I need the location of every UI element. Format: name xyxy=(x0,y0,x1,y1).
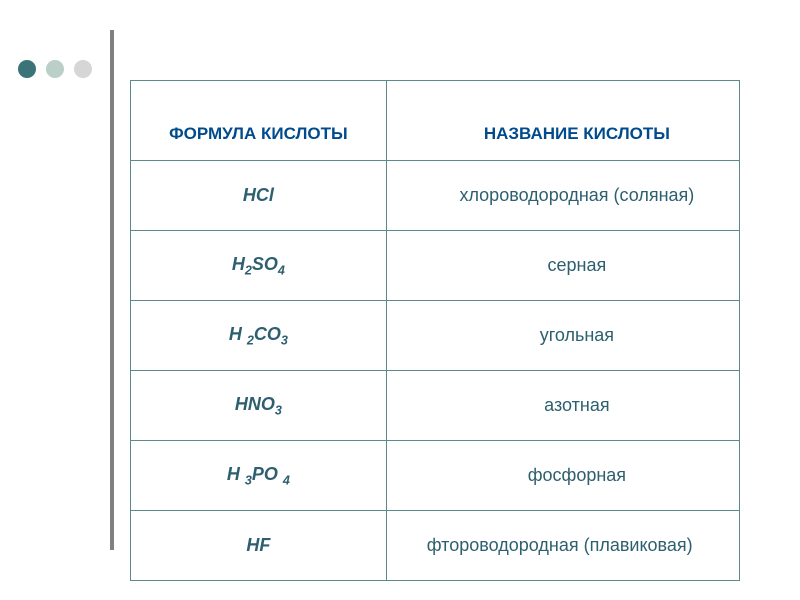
formula-value: H 2CO3 xyxy=(143,324,374,348)
name-cell: серная xyxy=(386,231,739,301)
formula-cell: HCl xyxy=(131,161,387,231)
dot-3 xyxy=(74,60,92,78)
formula-cell: HF xyxy=(131,511,387,581)
vertical-divider xyxy=(110,30,114,550)
name-value: фосфорная xyxy=(427,465,727,486)
table-row: H 3PO 4 фосфорная xyxy=(131,441,740,511)
table-row: HCl хлороводородная (соляная) xyxy=(131,161,740,231)
formula-value: H2SO4 xyxy=(143,254,374,278)
name-value: азотная xyxy=(427,395,727,416)
formula-cell: H2SO4 xyxy=(131,231,387,301)
dot-1 xyxy=(18,60,36,78)
header-name-label: НАЗВАНИЕ КИСЛОТЫ xyxy=(427,124,727,144)
name-value: фтороводородная (плавиковая) xyxy=(427,535,727,556)
acids-table-container: ФОРМУЛА КИСЛОТЫ НАЗВАНИЕ КИСЛОТЫ HCl хло… xyxy=(130,80,740,581)
formula-cell: H 3PO 4 xyxy=(131,441,387,511)
decor-dots xyxy=(18,60,92,78)
table-row: HF фтороводородная (плавиковая) xyxy=(131,511,740,581)
name-cell: хлороводородная (соляная) xyxy=(386,161,739,231)
table-row: HNO3 азотная xyxy=(131,371,740,441)
name-value: серная xyxy=(427,255,727,276)
header-formula-cell: ФОРМУЛА КИСЛОТЫ xyxy=(131,81,387,161)
formula-value: H 3PO 4 xyxy=(143,464,374,488)
acids-table: ФОРМУЛА КИСЛОТЫ НАЗВАНИЕ КИСЛОТЫ HCl хло… xyxy=(130,80,740,581)
name-cell: фтороводородная (плавиковая) xyxy=(386,511,739,581)
formula-cell: HNO3 xyxy=(131,371,387,441)
table-header-row: ФОРМУЛА КИСЛОТЫ НАЗВАНИЕ КИСЛОТЫ xyxy=(131,81,740,161)
name-cell: фосфорная xyxy=(386,441,739,511)
name-value: угольная xyxy=(427,325,727,346)
name-value: хлороводородная (соляная) xyxy=(427,185,727,206)
table-row: H 2CO3 угольная xyxy=(131,301,740,371)
table-row: H2SO4 серная xyxy=(131,231,740,301)
name-cell: азотная xyxy=(386,371,739,441)
formula-cell: H 2CO3 xyxy=(131,301,387,371)
header-name-cell: НАЗВАНИЕ КИСЛОТЫ xyxy=(386,81,739,161)
formula-value: HCl xyxy=(143,185,374,206)
header-formula-label: ФОРМУЛА КИСЛОТЫ xyxy=(143,124,374,144)
dot-2 xyxy=(46,60,64,78)
formula-value: HNO3 xyxy=(143,394,374,418)
name-cell: угольная xyxy=(386,301,739,371)
formula-value: HF xyxy=(143,535,374,556)
